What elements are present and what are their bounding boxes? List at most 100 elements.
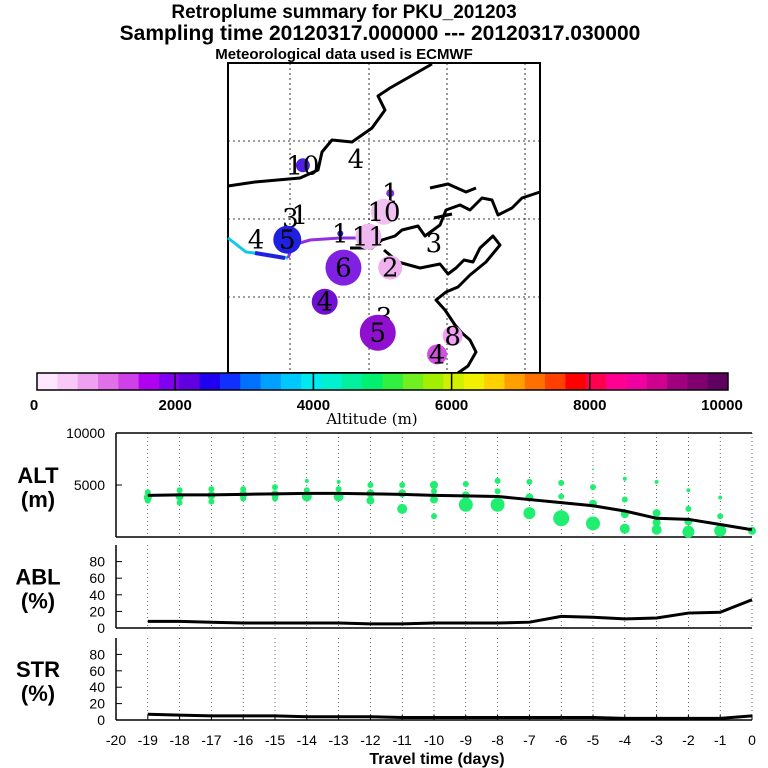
colorbar-swatch: [219, 373, 241, 390]
altitude-cluster-point: [558, 493, 565, 500]
colorbar-swatch: [321, 373, 343, 390]
y-tick-label: 80: [89, 646, 105, 662]
colorbar-swatch: [646, 373, 668, 390]
colorbar-tick-label: 10000: [701, 397, 743, 414]
map-marker-label: 4: [248, 226, 265, 256]
map-panel: 0111233344445568101011: [227, 62, 541, 375]
map-marker-dot: [378, 255, 403, 280]
altitude-cluster-point: [586, 516, 600, 531]
colorbar-frame: [36, 372, 729, 391]
colorbar-swatch: [362, 373, 383, 390]
colorbar-label: Altitude (m): [325, 410, 417, 428]
map-marker-label: 1: [291, 201, 308, 231]
altitude-cluster-point: [367, 482, 374, 488]
altitude-cluster-point: [430, 481, 438, 489]
colorbar-tick-label: 2000: [159, 397, 192, 414]
altitude-cluster-point: [399, 482, 406, 488]
colorbar-swatch: [484, 373, 505, 390]
altitude-cluster-point: [685, 505, 692, 512]
colorbar-swatch: [524, 373, 546, 390]
y-tick-label: 10000: [66, 425, 105, 441]
y-tick-label: 60: [89, 663, 105, 679]
altitude-cluster-point: [208, 498, 215, 505]
colorbar-swatch: [77, 373, 99, 390]
x-tick-label: -8: [491, 732, 504, 748]
y-tick-label: 80: [89, 554, 105, 570]
altitude-cluster-point: [240, 486, 247, 493]
x-tick-label: -4: [619, 732, 632, 748]
map-marker-dot: [386, 189, 395, 198]
altitude-cluster-point: [718, 495, 723, 500]
map-marker-dot: [325, 249, 362, 286]
colorbar-swatch: [341, 373, 363, 390]
colorbar-tick-label: 0: [30, 397, 38, 414]
chart-caption: Meteorological data used is ECMWF: [215, 46, 473, 63]
y-tick-label: 20: [89, 603, 105, 619]
altitude-cluster-point: [714, 524, 727, 537]
altitude-cluster-point: [272, 484, 278, 491]
colorbar-swatch: [687, 373, 709, 390]
colorbar-swatch: [626, 373, 648, 390]
map-marker-dot: [295, 158, 310, 173]
altitude-cluster-point: [654, 479, 659, 484]
map-marker-label: 2: [382, 254, 399, 284]
colorbar-swatch: [240, 373, 262, 390]
colorbar: 0 2000 4000 6000 8000 10000 Altitude (m): [30, 372, 743, 428]
y-tick-label: 20: [89, 696, 105, 712]
map-marker-dot: [427, 344, 448, 365]
x-tick-label: -13: [328, 732, 348, 748]
colorbar-swatch: [707, 373, 729, 390]
map-marker-label: 10: [367, 198, 400, 228]
altitude-cluster-point: [523, 507, 536, 520]
colorbar-swatch: [97, 373, 119, 390]
altitude-cluster-point: [526, 478, 533, 485]
y-axis-unit: (%): [21, 589, 55, 614]
map-marker-label: 1: [332, 220, 349, 250]
chart-title: Retroplume summary for PKU_201203: [171, 2, 517, 23]
colorbar-tick-label: 8000: [573, 397, 606, 414]
y-axis-unit: (m): [21, 487, 55, 512]
coastline: [227, 62, 541, 375]
altitude-cluster-point: [335, 486, 342, 493]
altitude-cluster-point: [336, 479, 341, 484]
abl-series-line: [147, 598, 753, 626]
map-marker-label: 5: [279, 226, 296, 256]
x-tick-label: -5: [587, 732, 600, 748]
altitude-cluster-point: [303, 487, 310, 494]
map-marker-label: 4: [429, 340, 446, 370]
x-tick-label: -7: [523, 732, 536, 748]
map-marker-dot: [359, 314, 396, 351]
colorbar-swatch: [565, 373, 587, 390]
map-marker-dot: [273, 225, 302, 254]
altitude-cluster-point: [176, 499, 183, 506]
x-tick-label: -1: [714, 732, 727, 748]
altitude-cluster-point: [397, 503, 408, 514]
altitude-cluster-point: [558, 479, 565, 486]
x-tick-label: 0: [748, 732, 756, 748]
colorbar-swatch: [443, 373, 465, 390]
altitude-cluster-point: [430, 495, 438, 504]
map-marker-label: 4: [316, 288, 333, 318]
panel-alt: 10000 5000 ALT(m): [17, 425, 756, 538]
altitude-cluster-point: [494, 477, 501, 484]
map-marker-dot: [311, 288, 338, 315]
colorbar-swatch: [37, 373, 58, 390]
x-tick-label: -18: [169, 732, 189, 748]
map-marker-dot: [337, 230, 344, 237]
altitude-cluster-point: [144, 497, 151, 504]
colorbar-swatch: [667, 373, 688, 390]
altitude-cluster-point: [144, 489, 151, 496]
colorbar-swatch: [504, 373, 526, 390]
altitude-cluster-point: [590, 484, 596, 491]
colorbar-swatch: [382, 373, 404, 390]
altitude-cluster-point: [431, 513, 437, 520]
colorbar-swatch: [545, 373, 566, 390]
str-series-line: [147, 712, 753, 720]
altitude-cluster-point: [622, 476, 627, 481]
altitude-cluster-point: [366, 496, 375, 505]
altitude-cluster-point: [208, 486, 215, 493]
y-tick-label: 5000: [74, 477, 105, 493]
altitude-cluster-point: [494, 488, 501, 495]
